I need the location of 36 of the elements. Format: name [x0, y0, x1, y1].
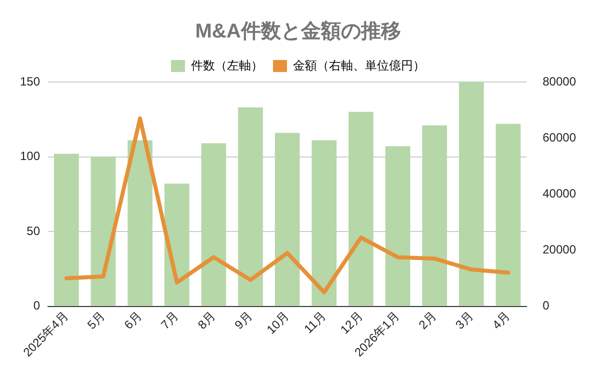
bar	[422, 125, 448, 306]
y2-tick-label: 0	[542, 298, 550, 313]
x-tick-label: 8月	[195, 308, 218, 332]
x-tick-label: 9月	[232, 308, 255, 332]
y2-tick-label: 80000	[542, 74, 576, 88]
bar	[348, 112, 374, 306]
bar	[458, 82, 484, 306]
y-tick-label: 100	[20, 149, 40, 164]
bar	[164, 184, 190, 306]
bar	[90, 156, 116, 306]
bar	[201, 143, 226, 306]
x-tick-label: 7月	[158, 308, 182, 332]
y2-tick-label: 40000	[542, 186, 576, 200]
bar	[238, 107, 263, 306]
bar	[274, 132, 300, 306]
bar	[496, 124, 521, 306]
x-tick-label: 10月	[264, 308, 292, 337]
legend-label: 金額（右軸、単位億円）	[293, 58, 425, 72]
x-tick-label: 2月	[416, 308, 440, 332]
bar	[312, 140, 337, 306]
x-tick-label: 12月	[338, 308, 366, 337]
bar	[54, 154, 79, 306]
x-tick-label: 11月	[301, 308, 329, 336]
x-tick-label: 5月	[84, 308, 108, 332]
x-tick-label: 4月	[490, 308, 513, 332]
x-tick-label: 3月	[452, 308, 476, 332]
y2-tick-label: 20000	[542, 242, 576, 256]
bar	[128, 140, 152, 306]
y-tick-label: 150	[20, 74, 40, 88]
legend-label: 件数（左軸）	[191, 58, 263, 72]
y2-tick-label: 60000	[542, 130, 576, 144]
y-tick-label: 0	[33, 298, 40, 313]
y-tick-label: 50	[26, 224, 40, 238]
chart-title: M&A件数と金額の推移	[195, 20, 401, 43]
x-tick-label: 6月	[121, 308, 145, 332]
bar	[385, 146, 410, 306]
